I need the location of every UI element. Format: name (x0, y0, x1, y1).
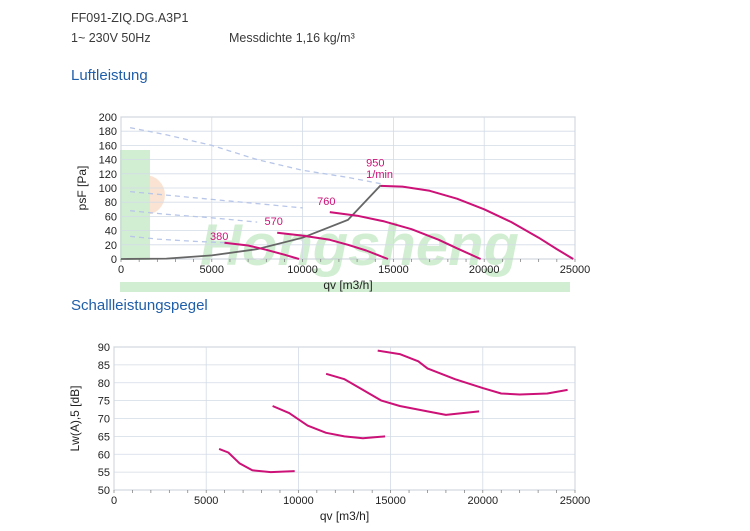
y-tick-label: 100 (99, 183, 117, 195)
y-tick-label: 80 (98, 378, 110, 390)
series-line-570 (277, 231, 389, 260)
watermark-sun (125, 175, 165, 215)
speed-label: 950 (366, 158, 384, 170)
x-tick-label: 10000 (287, 264, 318, 276)
sound-power-chart: 50 55 60 65 70 75 80 85 90 0 5000 10000 15000 20000 25… (68, 342, 590, 523)
x-tick-label: 25000 (560, 495, 591, 507)
dashed-reference-curve (130, 210, 258, 223)
series-line-950 (380, 184, 574, 260)
hongsheng-watermark: Hongsheng (120, 150, 570, 292)
measurement-density: Messdichte 1,16 kg/m³ (229, 31, 355, 45)
watermark-bar (120, 150, 150, 260)
y-tick-label: 160 (99, 140, 117, 152)
y-tick-label: 85 (98, 360, 110, 372)
watermark-underline (120, 282, 570, 292)
y-tick-label: 75 (98, 396, 110, 408)
y-tick-label: 0 (111, 254, 117, 266)
x-tick-label: 0 (111, 495, 117, 507)
x-tick-label: 20000 (468, 495, 499, 507)
y-tick-label: 40 (105, 226, 117, 238)
x-tick-label: 20000 (469, 264, 500, 276)
x-tick-label: 10000 (283, 495, 314, 507)
y-tick-label: 140 (99, 155, 117, 167)
speed-label: 1/min (366, 169, 393, 181)
x-tick-label: 15000 (378, 264, 409, 276)
y-tick-label: 80 (105, 197, 117, 209)
x-tick-label: 15000 (375, 495, 406, 507)
x-tick-label: 5000 (200, 264, 224, 276)
y-tick-label: 120 (99, 169, 117, 181)
watermark-text: Hongsheng (200, 213, 519, 278)
dashed-reference-curve (130, 235, 225, 244)
speed-label: 380 (210, 231, 228, 243)
series-line-380 (218, 447, 295, 474)
system-curve (120, 184, 382, 260)
x-tick-label: 25000 (560, 264, 591, 276)
watermark-logo: Hongsheng (120, 150, 570, 292)
series-line-950 (377, 349, 568, 396)
y-tick-label: 50 (98, 485, 110, 497)
speed-label: 570 (264, 216, 282, 228)
y-tick-label: 180 (99, 126, 117, 138)
y-axis-label: Lw(A),5 [dB] (68, 385, 82, 451)
y-tick-label: 70 (98, 414, 110, 426)
series-line-380 (224, 241, 300, 260)
speed-label: 760 (317, 196, 335, 208)
x-tick-label: 0 (118, 264, 124, 276)
supply-voltage: 1~ 230V 50Hz (71, 31, 151, 45)
y-axis-label: psF [Pa] (75, 166, 89, 211)
x-axis-label: qv [m3/h] (323, 278, 372, 292)
y-tick-label: 55 (98, 467, 110, 479)
model-number: FF091-ZIQ.DG.A3P1 (71, 11, 189, 25)
y-tick-label: 90 (98, 342, 110, 354)
y-tick-label: 200 (99, 112, 117, 124)
dashed-reference-curve (129, 127, 381, 185)
sound-power-title: Schallleistungspegel (71, 297, 208, 314)
x-axis-label: qv [m3/h] (320, 509, 369, 523)
series-line-570 (272, 405, 386, 440)
y-tick-label: 60 (98, 449, 110, 461)
series-line-760 (329, 211, 482, 260)
x-tick-label: 5000 (194, 495, 218, 507)
y-tick-label: 65 (98, 431, 110, 443)
series-line-760 (325, 372, 480, 416)
dashed-reference-curve (130, 190, 303, 209)
y-tick-label: 20 (105, 240, 117, 252)
y-tick-label: 60 (105, 211, 117, 223)
air-performance-title: Luftleistung (71, 67, 148, 84)
